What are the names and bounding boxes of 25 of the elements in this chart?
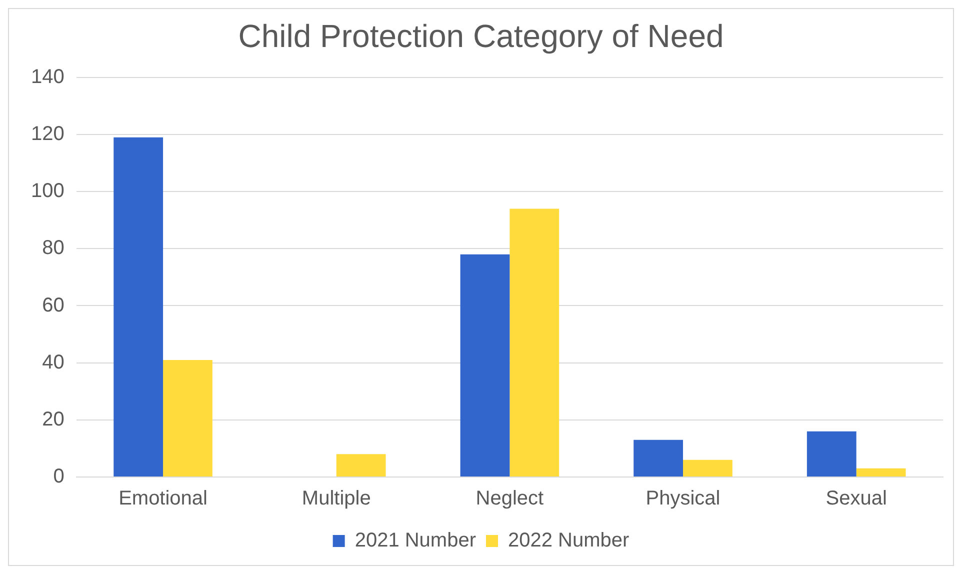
y-tick-label: 40 bbox=[42, 351, 64, 374]
bar bbox=[806, 431, 856, 476]
x-tick-label: Neglect bbox=[476, 488, 544, 510]
bar bbox=[163, 360, 212, 476]
y-tick-label: 100 bbox=[30, 180, 64, 202]
x-tick-label: Emotional bbox=[118, 488, 208, 510]
bar bbox=[114, 137, 164, 476]
x-tick-label: Sexual bbox=[826, 488, 887, 510]
y-tick-label: 0 bbox=[53, 466, 64, 488]
bar bbox=[510, 208, 560, 476]
bar bbox=[460, 254, 510, 476]
legend-label: 2021 Number bbox=[354, 530, 476, 552]
y-tick-label: 60 bbox=[42, 294, 64, 316]
y-tick-label: 80 bbox=[42, 237, 64, 260]
x-tick-label: Multiple bbox=[302, 488, 371, 510]
y-tick-label: 140 bbox=[30, 66, 64, 88]
bar bbox=[634, 440, 684, 476]
x-tick-label: Physical bbox=[646, 488, 720, 510]
y-tick-label: 120 bbox=[30, 123, 64, 145]
legend-label: 2022 Number bbox=[508, 530, 630, 552]
bar bbox=[683, 460, 732, 476]
chart-title: Child Protection Category of Need bbox=[238, 18, 724, 54]
bar bbox=[336, 454, 386, 476]
bar bbox=[856, 468, 906, 476]
y-tick-label: 20 bbox=[42, 408, 64, 430]
